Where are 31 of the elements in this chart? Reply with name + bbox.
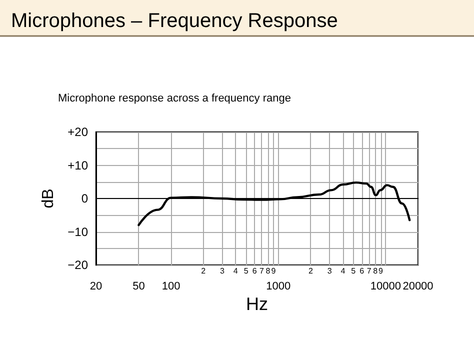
y-tick-label: −20 bbox=[68, 258, 88, 272]
text: 8 bbox=[373, 266, 378, 276]
text: 3 bbox=[220, 266, 226, 276]
x-tick-label: 20 bbox=[90, 280, 102, 292]
text: 6 bbox=[360, 266, 365, 276]
chart-subtitle: Microphone response across a frequency range bbox=[58, 92, 291, 104]
text: 5 bbox=[244, 266, 249, 276]
text: 2 bbox=[201, 266, 206, 276]
text: 4 bbox=[340, 266, 346, 276]
x-tick-label: 10000 bbox=[370, 280, 401, 292]
text: 8 bbox=[266, 266, 271, 276]
text: 7 bbox=[366, 266, 372, 276]
y-axis-title: dB bbox=[40, 188, 58, 208]
text: 5 bbox=[351, 266, 356, 276]
x-axis-title: Hz bbox=[246, 294, 268, 314]
text: 4 bbox=[233, 266, 238, 276]
text: 9 bbox=[378, 266, 384, 276]
y-tick-label: 0 bbox=[81, 192, 88, 206]
text: 9 bbox=[271, 266, 276, 276]
y-tick-label: −10 bbox=[68, 224, 88, 239]
x-tick-label: 20000 bbox=[402, 280, 434, 292]
text: 6 bbox=[252, 266, 258, 276]
x-tick-label: 1000 bbox=[266, 280, 291, 292]
chart-title: Microphones – Frequency Response bbox=[11, 10, 338, 32]
text: 3 bbox=[327, 266, 332, 276]
text: 7 bbox=[260, 266, 265, 276]
text: 2 bbox=[308, 266, 314, 276]
y-tick-label: +10 bbox=[68, 158, 88, 172]
y-tick-label: +20 bbox=[68, 125, 88, 139]
x-tick-label: 100 bbox=[162, 280, 180, 292]
x-tick-label: 50 bbox=[132, 280, 145, 292]
